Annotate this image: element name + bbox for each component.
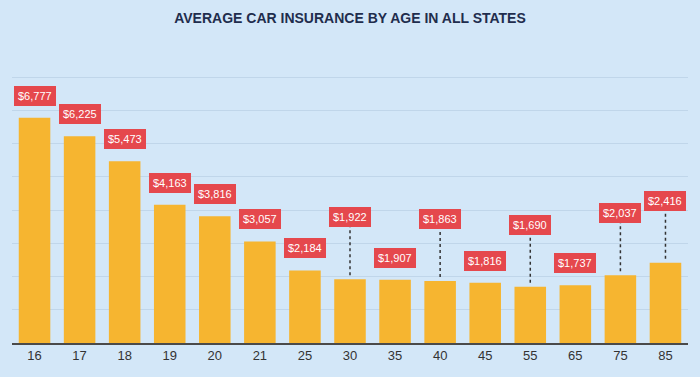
svg-text:$1,907: $1,907 xyxy=(378,252,412,264)
svg-text:25: 25 xyxy=(298,348,312,363)
svg-text:AVERAGE CAR INSURANCE BY AGE I: AVERAGE CAR INSURANCE BY AGE IN ALL STAT… xyxy=(174,10,526,26)
svg-text:$4,163: $4,163 xyxy=(153,177,187,189)
svg-text:85: 85 xyxy=(658,348,672,363)
svg-text:16: 16 xyxy=(27,348,41,363)
svg-text:$1,863: $1,863 xyxy=(423,213,457,225)
svg-text:65: 65 xyxy=(568,348,582,363)
svg-text:$3,057: $3,057 xyxy=(243,213,277,225)
svg-text:$2,037: $2,037 xyxy=(603,207,637,219)
svg-text:55: 55 xyxy=(523,348,537,363)
svg-text:75: 75 xyxy=(613,348,627,363)
svg-text:21: 21 xyxy=(253,348,267,363)
svg-text:$1,690: $1,690 xyxy=(513,219,547,231)
svg-text:$1,816: $1,816 xyxy=(468,255,502,267)
svg-text:17: 17 xyxy=(72,348,86,363)
svg-text:40: 40 xyxy=(433,348,447,363)
svg-text:$5,473: $5,473 xyxy=(108,133,142,145)
svg-text:18: 18 xyxy=(117,348,131,363)
svg-text:$1,737: $1,737 xyxy=(558,257,592,269)
svg-text:$6,777: $6,777 xyxy=(18,90,52,102)
svg-text:19: 19 xyxy=(162,348,176,363)
svg-text:30: 30 xyxy=(343,348,357,363)
svg-text:45: 45 xyxy=(478,348,492,363)
svg-text:$2,184: $2,184 xyxy=(288,242,322,254)
svg-text:$2,416: $2,416 xyxy=(648,195,682,207)
svg-text:20: 20 xyxy=(208,348,222,363)
svg-text:35: 35 xyxy=(388,348,402,363)
svg-text:$6,225: $6,225 xyxy=(63,108,97,120)
svg-text:$1,922: $1,922 xyxy=(333,211,367,223)
svg-text:$3,816: $3,816 xyxy=(198,188,232,200)
